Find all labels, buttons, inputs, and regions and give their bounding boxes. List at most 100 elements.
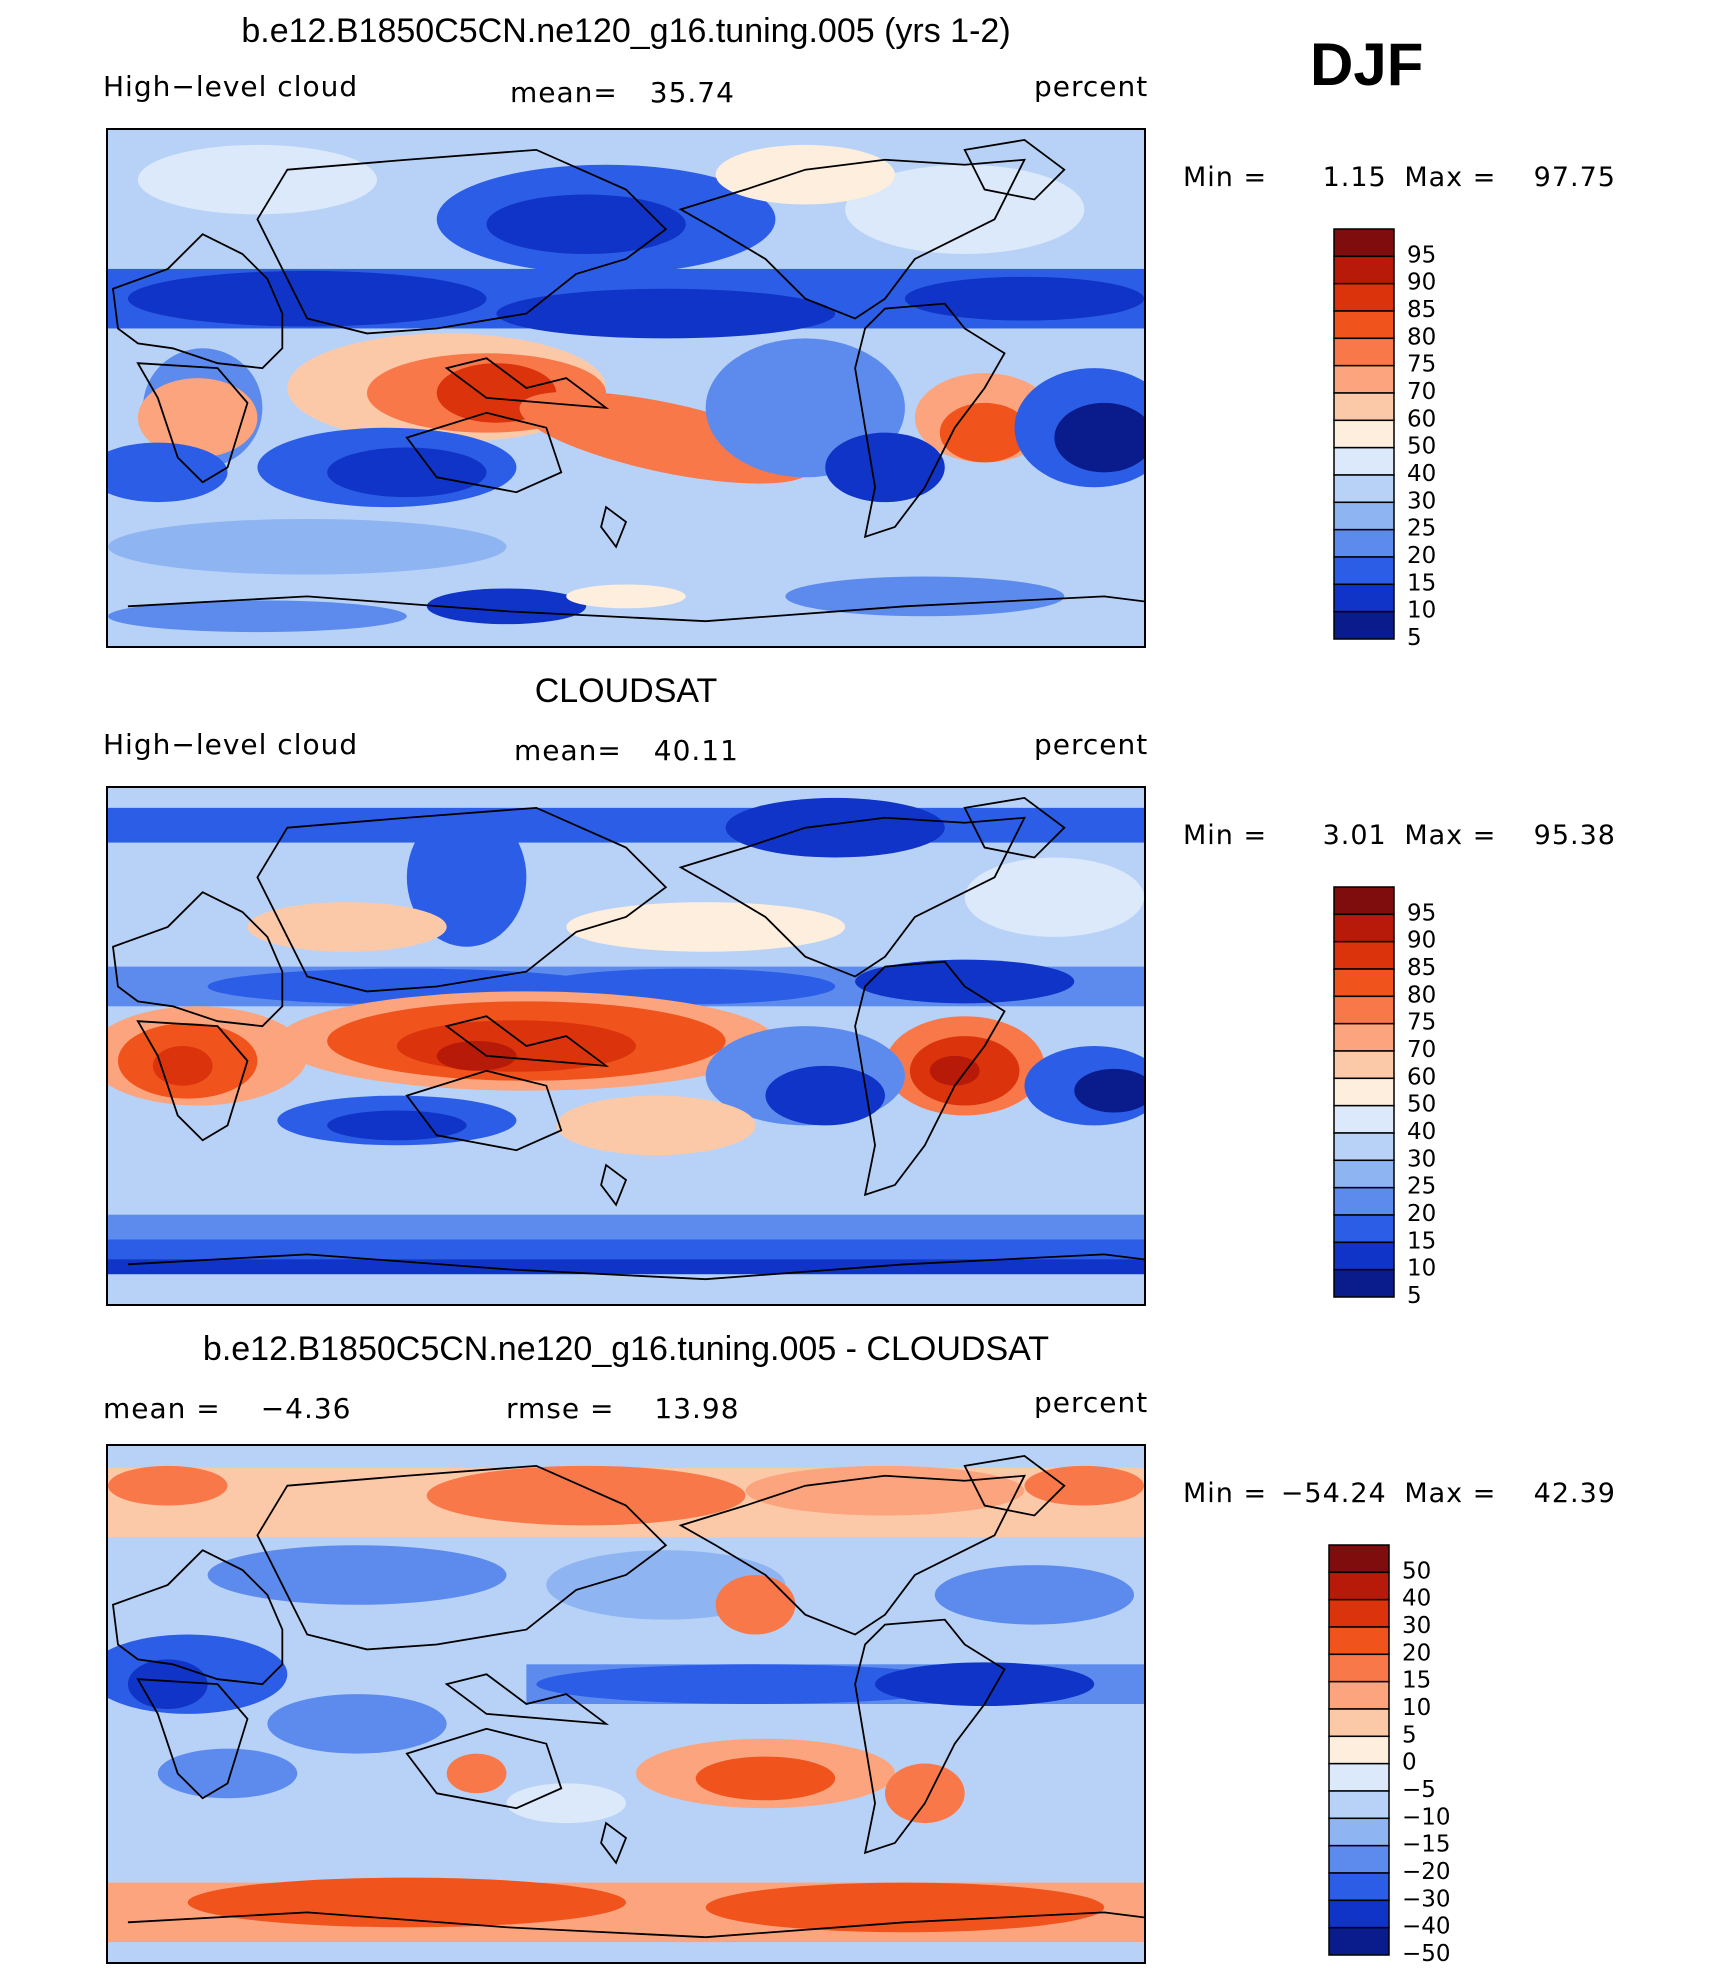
panel-2-minmax: Min = 3.01 Max = 95.38 <box>1183 820 1616 851</box>
colorbar-tick-label: 70 <box>1407 379 1436 405</box>
panel-3-map <box>106 1444 1146 1964</box>
colorbar-tick-label: −5 <box>1402 1777 1436 1803</box>
colorbar-tick-label: 60 <box>1407 1064 1436 1090</box>
colorbar-tick-label: 5 <box>1407 1283 1422 1309</box>
panel-3-mean: mean = −4.36 <box>103 1392 352 1425</box>
colorbar-tick-label: 5 <box>1402 1722 1417 1748</box>
panel-1-min-value: 1.15 <box>1322 162 1387 193</box>
colorbar-swatch <box>1333 995 1395 1025</box>
colorbar-tick-label: 85 <box>1407 297 1436 323</box>
panel-2-left-label: High−level cloud <box>103 728 359 761</box>
colorbar-swatch <box>1333 1132 1395 1162</box>
panel-3-min-label: Min = <box>1183 1478 1268 1509</box>
colorbar-tick-label: 40 <box>1407 461 1436 487</box>
colorbar-tick-label: 90 <box>1407 270 1436 296</box>
colorbar-tick-label: 75 <box>1407 352 1436 378</box>
colorbar-swatch <box>1333 556 1395 586</box>
colorbar-tick-label: 90 <box>1407 928 1436 954</box>
colorbar-tick-label: 80 <box>1407 324 1436 350</box>
colorbar-tick-label: 75 <box>1407 1010 1436 1036</box>
panel-3-colorbar: 50 40 30 20 15 10 5 0 −5 −10 −15 −20 −30 −40 −50 <box>1328 1544 1498 1967</box>
panel-3-max-label: Max = <box>1404 1478 1497 1509</box>
colorbar-tick-label: −10 <box>1402 1804 1451 1830</box>
panel-3-title: b.e12.B1850C5CN.ne120_g16.tuning.005 - C… <box>202 1330 1050 1368</box>
colorbar-swatch <box>1333 1022 1395 1052</box>
panel-1-mean: mean= 35.74 <box>510 76 735 109</box>
panel-3-mean-label: mean = <box>103 1392 221 1425</box>
panel-3-rmse-label: rmse = <box>506 1392 615 1425</box>
colorbar-tick-label: −40 <box>1402 1914 1451 1940</box>
season-label: DJF <box>1310 31 1424 98</box>
colorbar-swatch <box>1328 1790 1390 1820</box>
colorbar-swatch <box>1328 1680 1390 1710</box>
panel-3-rmse: rmse = 13.98 <box>506 1392 740 1425</box>
colorbar-swatch <box>1333 583 1395 613</box>
panel-1-max-value: 97.75 <box>1533 162 1616 193</box>
colorbar-swatch <box>1328 1708 1390 1738</box>
colorbar-swatch <box>1333 1159 1395 1189</box>
colorbar-swatch <box>1328 1544 1390 1574</box>
colorbar-swatch <box>1333 610 1395 640</box>
colorbar-tick-label: 5 <box>1407 625 1422 651</box>
colorbar-swatch <box>1333 474 1395 504</box>
colorbar-tick-label: 50 <box>1407 1092 1436 1118</box>
colorbar-swatch <box>1328 1598 1390 1628</box>
panel-2-map <box>106 786 1146 1306</box>
colorbar-tick-label: 40 <box>1402 1586 1431 1612</box>
panel-2-min-value: 3.01 <box>1322 820 1387 851</box>
colorbar-swatch <box>1333 1077 1395 1107</box>
colorbar-tick-label: 10 <box>1407 1256 1436 1282</box>
colorbar-swatch <box>1333 940 1395 970</box>
colorbar-tick-label: 20 <box>1407 1201 1436 1227</box>
panel-1-map-svg <box>108 130 1144 646</box>
colorbar-swatch <box>1333 282 1395 312</box>
panel-3-minmax: Min = −54.24 Max = 42.39 <box>1183 1478 1616 1509</box>
colorbar-tick-label: 95 <box>1407 900 1436 926</box>
panel-1-max-label: Max = <box>1404 162 1497 193</box>
panel-1-mean-value: 35.74 <box>649 76 735 109</box>
panel-2-title: CLOUDSAT <box>534 672 718 710</box>
colorbar-swatch <box>1333 501 1395 531</box>
colorbar-swatch <box>1333 1214 1395 1244</box>
colorbar-tick-label: 20 <box>1402 1640 1431 1666</box>
colorbar-swatch <box>1333 364 1395 394</box>
colorbar-tick-label: 15 <box>1407 1228 1436 1254</box>
panel-1-title: b.e12.B1850C5CN.ne120_g16.tuning.005 (yr… <box>241 12 1011 50</box>
panel-1-mean-label: mean= <box>510 76 618 109</box>
colorbar-tick-label: 95 <box>1407 242 1436 268</box>
colorbar-swatch <box>1333 446 1395 476</box>
colorbar-tick-label: 25 <box>1407 516 1436 542</box>
panel-3-max-value: 42.39 <box>1533 1478 1616 1509</box>
colorbar-swatch <box>1328 1899 1390 1929</box>
colorbar-tick-label: −50 <box>1402 1941 1451 1967</box>
colorbar-swatch <box>1328 1762 1390 1792</box>
colorbar-swatch <box>1333 337 1395 367</box>
colorbar-tick-label: 80 <box>1407 982 1436 1008</box>
panel-2-mean-label: mean= <box>514 734 622 767</box>
colorbar-tick-label: 10 <box>1402 1695 1431 1721</box>
colorbar-tick-label: 70 <box>1407 1037 1436 1063</box>
colorbar-swatch <box>1333 1104 1395 1134</box>
colorbar-tick-label: 50 <box>1407 434 1436 460</box>
panel-1-units: percent <box>1034 70 1149 103</box>
colorbar-tick-label: 0 <box>1402 1750 1417 1776</box>
panel-1-min-label: Min = <box>1183 162 1268 193</box>
colorbar-tick-label: 60 <box>1407 406 1436 432</box>
panel-1-map <box>106 128 1146 648</box>
panel-2-max-label: Max = <box>1404 820 1497 851</box>
colorbar-tick-label: 85 <box>1407 955 1436 981</box>
panel-3-min-value: −54.24 <box>1280 1478 1387 1509</box>
colorbar-swatch <box>1328 1626 1390 1656</box>
colorbar-tick-label: 25 <box>1407 1174 1436 1200</box>
colorbar-tick-label: −30 <box>1402 1886 1451 1912</box>
colorbar-swatch <box>1333 1050 1395 1080</box>
colorbar-swatch <box>1328 1735 1390 1765</box>
colorbar-tick-label: 15 <box>1402 1668 1431 1694</box>
panel-2-min-label: Min = <box>1183 820 1268 851</box>
colorbar-tick-label: 40 <box>1407 1119 1436 1145</box>
colorbar-tick-label: 20 <box>1407 543 1436 569</box>
panel-2-mean-value: 40.11 <box>653 734 739 767</box>
colorbar-tick-label: 15 <box>1407 570 1436 596</box>
